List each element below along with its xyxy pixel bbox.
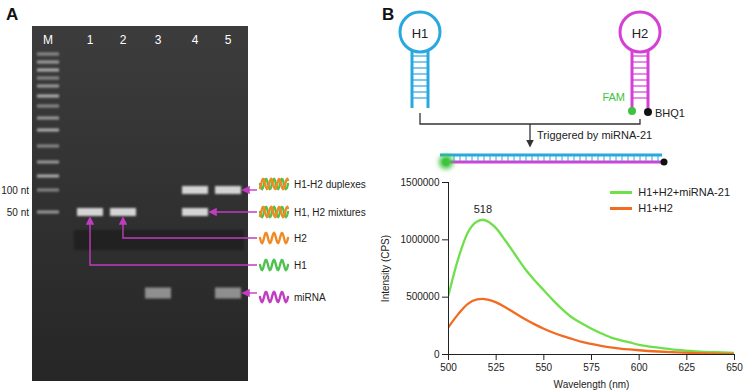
- svg-text:1: 1: [87, 33, 94, 47]
- svg-text:500: 500: [440, 362, 457, 373]
- svg-text:100 nt: 100 nt: [1, 185, 29, 196]
- svg-text:Wavelength (nm): Wavelength (nm): [554, 379, 630, 390]
- svg-text:550: 550: [535, 362, 552, 373]
- svg-text:3: 3: [155, 33, 162, 47]
- svg-text:518: 518: [474, 203, 492, 215]
- svg-text:H1, H2 mixtures: H1, H2 mixtures: [294, 207, 366, 218]
- svg-text:50 nt: 50 nt: [7, 207, 29, 218]
- svg-text:4: 4: [192, 33, 199, 47]
- svg-text:B: B: [382, 5, 394, 24]
- svg-text:FAM: FAM: [602, 91, 625, 103]
- svg-text:625: 625: [678, 362, 695, 373]
- html-text:H1+H2+miRNA-21: H1+H2+miRNA-21: [638, 186, 730, 198]
- svg-text:H1: H1: [412, 26, 429, 41]
- svg-text:5: 5: [225, 33, 232, 47]
- svg-text:575: 575: [583, 362, 600, 373]
- svg-text:H1-H2 duplexes: H1-H2 duplexes: [294, 179, 366, 190]
- svg-text:M: M: [43, 33, 53, 47]
- svg-text:650: 650: [726, 362, 743, 373]
- svg-text:miRNA: miRNA: [294, 292, 326, 303]
- svg-text:1500000: 1500000: [401, 177, 440, 188]
- svg-text:500000: 500000: [406, 291, 440, 302]
- svg-text:BHQ1: BHQ1: [655, 107, 685, 119]
- svg-text:H1: H1: [294, 260, 307, 271]
- svg-text:A: A: [6, 5, 18, 24]
- svg-text:0: 0: [434, 349, 440, 360]
- svg-text:Intensity (CPS): Intensity (CPS): [380, 235, 391, 302]
- html-text:H1+H2: H1+H2: [638, 202, 673, 214]
- svg-text:2: 2: [120, 33, 127, 47]
- svg-text:Triggered by miRNA-21: Triggered by miRNA-21: [537, 129, 652, 141]
- svg-text:1000000: 1000000: [401, 234, 440, 245]
- svg-text:H2: H2: [632, 26, 649, 41]
- svg-text:600: 600: [631, 362, 648, 373]
- svg-text:H2: H2: [294, 233, 307, 244]
- svg-text:525: 525: [488, 362, 505, 373]
